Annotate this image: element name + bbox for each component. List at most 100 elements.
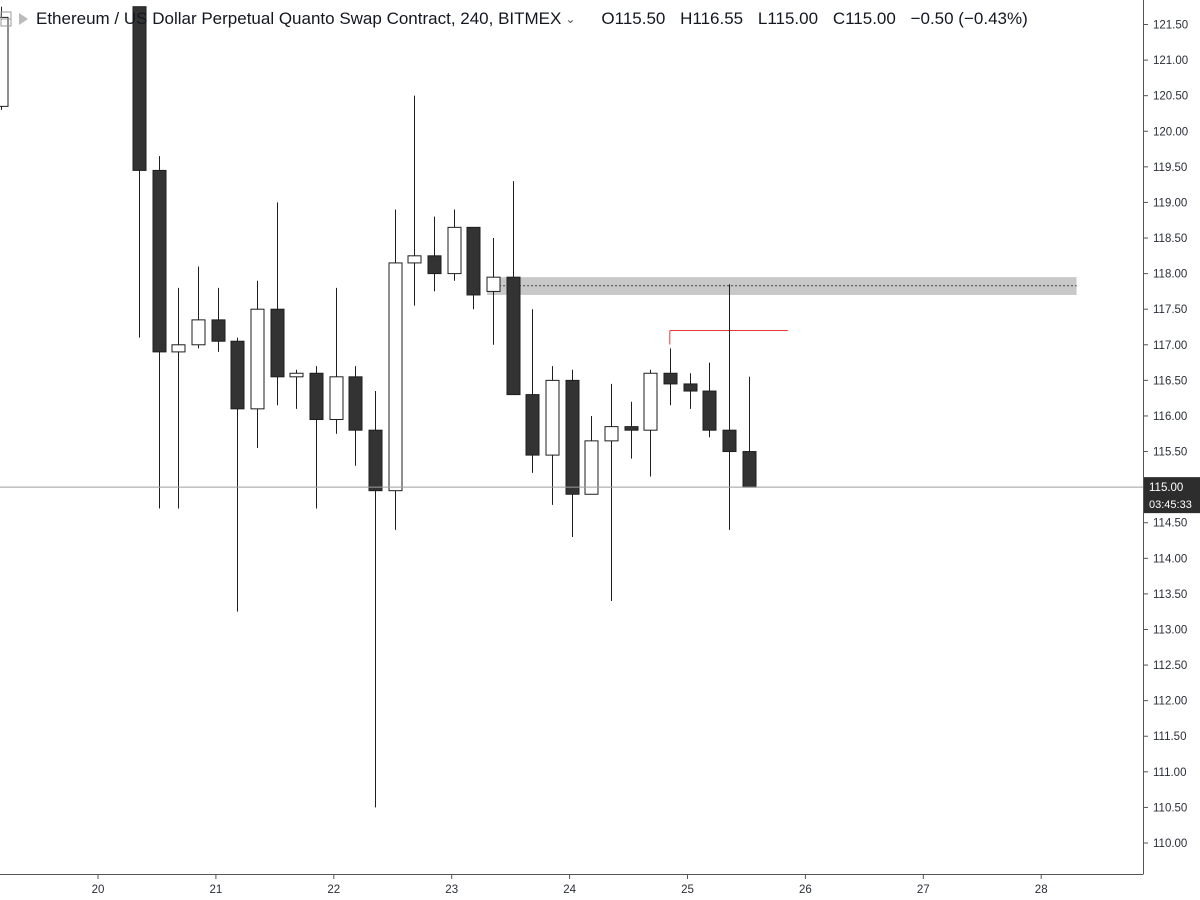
candle-body-bullish [289, 372, 304, 378]
candle[interactable] [132, 6, 147, 338]
chevron-down-icon[interactable]: ⌄ [565, 12, 576, 26]
candle-body-bearish [466, 226, 481, 296]
price-axis[interactable]: 110.00 110.50 111.00 111.50 112.00 112.50 113.… [1143, 20, 1188, 851]
change-value: −0.50 (−0.43%) [910, 9, 1028, 28]
candle-body-bearish [683, 383, 698, 392]
price-tick-label: 120.50 [1153, 91, 1188, 103]
candle[interactable] [742, 376, 757, 488]
candle-body-bullish [407, 255, 422, 264]
low-value: L115.00 [757, 9, 819, 28]
price-tick-label: 119.50 [1153, 162, 1187, 174]
price-tick-label: 116.00 [1153, 411, 1187, 423]
candle[interactable] [525, 309, 540, 473]
price-tick-label: 121.50 [1153, 20, 1188, 32]
candle-body-bearish [348, 376, 363, 431]
candle-body-bullish [486, 276, 501, 292]
candle[interactable] [171, 287, 186, 509]
candle-body-bearish [565, 379, 580, 495]
candle[interactable] [211, 287, 226, 352]
candle-body-bullish [545, 379, 560, 456]
candle-body-bearish [152, 169, 167, 353]
candle[interactable] [722, 284, 737, 530]
candle-body-bullish [191, 319, 206, 346]
price-tick-label: 118.50 [1153, 233, 1187, 245]
candle[interactable] [250, 280, 265, 448]
time-tick-label: 26 [799, 884, 812, 896]
price-tick-label: 112.50 [1153, 660, 1187, 672]
price-tick-label: 117.00 [1153, 340, 1187, 352]
price-tick-label: 112.00 [1153, 696, 1187, 708]
price-tick-label: 120.00 [1153, 126, 1188, 138]
price-tick-label: 113.00 [1153, 624, 1187, 636]
chart-legend: Ethereum / US Dollar Perpetual Quanto Sw… [0, 6, 1038, 32]
price-tick-label: 113.50 [1153, 589, 1187, 601]
current-price-tag-bg [1144, 477, 1200, 514]
candle-body-bullish [584, 440, 599, 495]
price-tick-label: 111.00 [1153, 767, 1186, 779]
candle[interactable] [348, 366, 363, 466]
candle[interactable] [152, 156, 167, 509]
symbol-title[interactable]: Ethereum / US Dollar Perpetual Quanto Sw… [36, 9, 562, 28]
candle[interactable] [230, 337, 245, 612]
bar-countdown-label: 03:45:33 [1149, 499, 1192, 511]
chart-flag-icon[interactable] [18, 11, 30, 27]
price-tick-label: 114.50 [1153, 518, 1187, 530]
candle[interactable] [702, 362, 717, 438]
candle-body-bullish [250, 308, 265, 410]
candle-body-bearish [427, 255, 442, 275]
resistance-zone[interactable] [487, 277, 1077, 295]
candle-body-bearish [702, 390, 717, 431]
candle-body-bearish [525, 394, 540, 456]
candle[interactable] [663, 348, 678, 406]
time-axis[interactable]: 20 21 22 23 24 25 26 27 28 [92, 874, 1048, 896]
candle-body-bearish [132, 6, 147, 171]
candle[interactable] [368, 391, 383, 808]
time-tick-label: 27 [917, 884, 930, 896]
time-tick-label: 25 [681, 884, 694, 896]
candle[interactable] [427, 216, 442, 292]
candle[interactable] [624, 401, 639, 459]
candle[interactable] [407, 95, 422, 306]
price-tick-label: 121.00 [1153, 55, 1188, 67]
candle[interactable] [289, 369, 304, 409]
candle-body-bullish [604, 426, 619, 442]
candle[interactable] [486, 238, 501, 345]
price-tick-label: 111.50 [1153, 731, 1186, 743]
candle-body-bearish [211, 319, 226, 342]
price-tick-label: 110.50 [1153, 802, 1187, 814]
collapse-legend-icon[interactable] [0, 11, 12, 27]
candle[interactable] [506, 181, 521, 396]
candle-body-bullish [329, 376, 344, 421]
candle[interactable] [604, 383, 619, 602]
price-tick-label: 114.00 [1153, 553, 1187, 565]
candle-body-bearish [742, 451, 757, 488]
candle[interactable] [388, 209, 403, 530]
candle[interactable] [329, 287, 344, 434]
candle[interactable] [447, 209, 462, 281]
candle[interactable] [683, 373, 698, 409]
price-tick-label: 118.00 [1153, 269, 1187, 281]
candle[interactable] [191, 266, 206, 349]
price-tick-label: 116.50 [1153, 375, 1187, 387]
price-tick-label: 117.50 [1153, 304, 1187, 316]
price-tick-label: 119.00 [1153, 197, 1187, 209]
current-price-label: 115.00 [1149, 482, 1183, 494]
close-value: C115.00 [832, 9, 896, 28]
candle[interactable] [466, 226, 481, 310]
candle-body-bullish [447, 226, 462, 275]
candle[interactable] [584, 415, 599, 495]
price-tick-label: 110.00 [1153, 838, 1187, 850]
current-price-tag: 115.00 03:45:33 [1144, 477, 1200, 514]
candle-body-bullish [643, 372, 658, 431]
candle[interactable] [565, 369, 580, 537]
open-value: O115.50 [601, 9, 666, 28]
candles [0, 6, 757, 808]
candle-body-bearish [506, 276, 521, 396]
candle-body-bearish [368, 429, 383, 492]
candle[interactable] [270, 202, 285, 406]
candle-body-bearish [230, 340, 245, 410]
candle[interactable] [545, 366, 560, 505]
candle[interactable] [309, 366, 324, 509]
candle[interactable] [643, 369, 658, 477]
